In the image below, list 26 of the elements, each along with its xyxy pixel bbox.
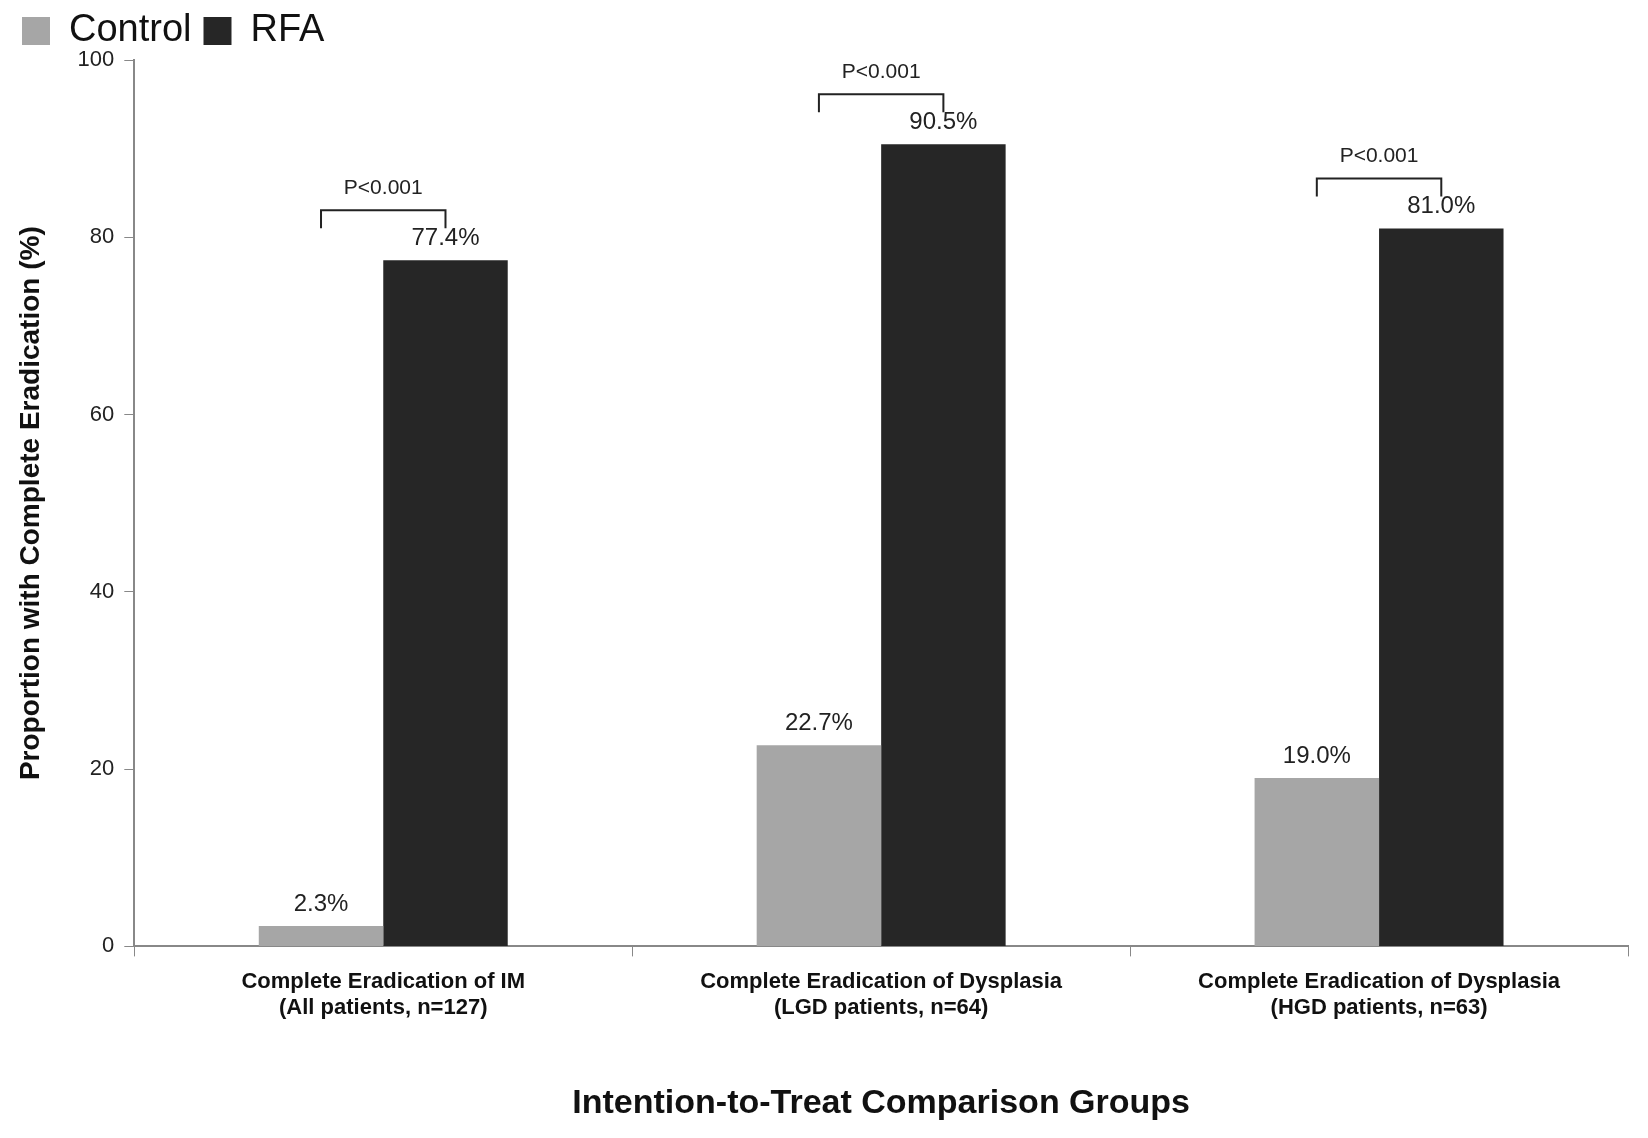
x-tick-label: Complete Eradication of Dysplasia (HGD patients, n=63) bbox=[1198, 967, 1561, 1020]
bar bbox=[756, 745, 882, 946]
y-tick-label: 80 bbox=[89, 223, 115, 249]
y-tick-label: 20 bbox=[89, 755, 115, 781]
bar bbox=[1379, 228, 1504, 946]
y-tick-label: 60 bbox=[89, 400, 115, 426]
y-axis-title: Proportion with Complete Eradication (%) bbox=[13, 226, 45, 781]
x-tick-label: Complete Eradication of IM (All patients, n=127) bbox=[241, 967, 526, 1020]
data-label: 2.3% bbox=[293, 888, 349, 916]
bar bbox=[383, 260, 508, 946]
data-label: 81.0% bbox=[1407, 191, 1476, 219]
legend-label: RFA bbox=[250, 7, 326, 50]
bar bbox=[258, 926, 384, 946]
annotation: P<0.001 bbox=[841, 58, 921, 82]
bar bbox=[881, 144, 1006, 946]
x-tick-label: Complete Eradication of Dysplasia (LGD patients, n=64) bbox=[700, 967, 1063, 1020]
data-label: 90.5% bbox=[909, 106, 978, 134]
y-tick-label: 0 bbox=[102, 932, 115, 958]
annotation: P<0.001 bbox=[343, 174, 423, 198]
x-axis-title: Intention-to-Treat Comparison Groups bbox=[572, 1081, 1190, 1120]
annotation: P<0.001 bbox=[1339, 142, 1419, 166]
data-label: 77.4% bbox=[411, 222, 480, 250]
y-tick-label: 40 bbox=[89, 577, 115, 603]
bar bbox=[1254, 777, 1380, 946]
data-label: 19.0% bbox=[1282, 740, 1351, 768]
data-label: 22.7% bbox=[784, 707, 853, 735]
